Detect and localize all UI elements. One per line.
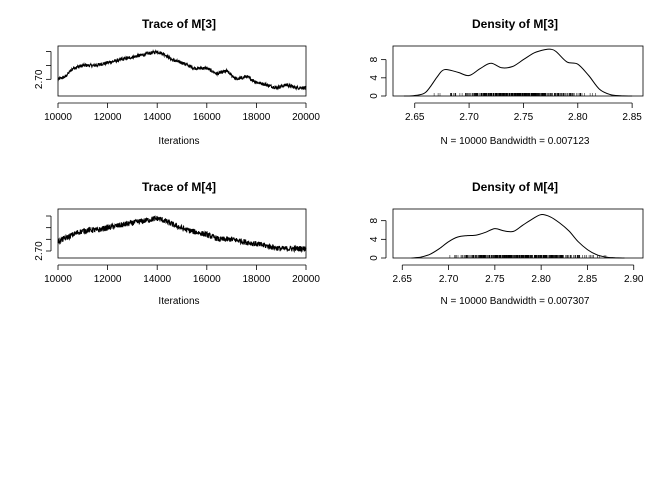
density-m3-subtitle: N = 10000 Bandwidth = 0.007123 xyxy=(440,136,589,147)
trace-m4-panel: Trace of M[4] Iterations 10000 12000 14000… xyxy=(34,180,320,307)
trace-m3-x-tick-label: 18000 xyxy=(242,112,270,123)
density-m4-y-tick-label: 8 xyxy=(369,217,380,223)
density-m3-y-tick-label: 8 xyxy=(369,56,380,62)
density-m3-plot-frame xyxy=(392,45,644,97)
trace-m4-x-tick-label: 12000 xyxy=(94,274,122,285)
trace-m4-x-tick-label: 10000 xyxy=(44,274,72,285)
density-m3-density-curve xyxy=(403,48,633,97)
density-m3-rug xyxy=(433,93,596,96)
trace-m4-x-tick-label: 18000 xyxy=(242,274,270,285)
trace-m3-plot-frame xyxy=(57,45,307,97)
trace-m3-panel: Trace of M[3] Iterations 10000 12000 14000… xyxy=(34,17,320,147)
trace-m3-y-tick-label: 2.70 xyxy=(34,69,45,89)
density-m3-x-tick-label: 2.70 xyxy=(459,112,479,123)
trace-m4-trace-line xyxy=(57,215,307,254)
trace-m4-x-tick-label: 20000 xyxy=(292,274,320,285)
density-m4-density-curve xyxy=(411,214,625,259)
density-m3-x-tick-label: 2.80 xyxy=(568,112,588,123)
trace-m3-x-tick-label: 20000 xyxy=(292,112,320,123)
density-m3-y-tick-label: 0 xyxy=(369,93,380,99)
trace-m3-xlabel: Iterations xyxy=(158,136,199,147)
density-m4-plot-frame xyxy=(392,208,644,259)
density-m3-title: Density of M[3] xyxy=(472,17,558,31)
trace-m3-trace-line xyxy=(57,49,307,91)
density-m4-x-tick-label: 2.85 xyxy=(578,274,598,285)
trace-m4-x-tick-label: 16000 xyxy=(193,274,221,285)
density-m3-panel: Density of M[3] N = 10000 Bandwidth = 0.… xyxy=(369,17,644,147)
density-m4-y-tick-label: 4 xyxy=(369,236,380,242)
density-m4-title: Density of M[4] xyxy=(472,180,558,194)
density-m4-rug xyxy=(449,255,607,258)
density-m4-y-tick-label: 0 xyxy=(369,255,380,261)
trace-m4-plot-frame xyxy=(57,208,307,259)
density-m4-x-tick-label: 2.65 xyxy=(393,274,413,285)
trace-m4-xlabel: Iterations xyxy=(158,296,199,307)
trace-m3-x-tick-label: 14000 xyxy=(143,112,171,123)
density-m3-y-tick-label: 4 xyxy=(369,75,380,81)
trace-m3-x-tick-label: 10000 xyxy=(44,112,72,123)
trace-m4-y-tick-label: 2.70 xyxy=(34,241,45,261)
density-m4-x-tick-label: 2.90 xyxy=(624,274,644,285)
trace-m3-x-tick-label: 12000 xyxy=(94,112,122,123)
density-m3-x-tick-label: 2.85 xyxy=(622,112,642,123)
density-m4-x-tick-label: 2.80 xyxy=(531,274,551,285)
trace-m3-title: Trace of M[3] xyxy=(142,17,216,31)
trace-m4-x-tick-label: 14000 xyxy=(143,274,171,285)
density-m4-x-tick-label: 2.75 xyxy=(485,274,505,285)
trace-m4-title: Trace of M[4] xyxy=(142,180,216,194)
density-m4-subtitle: N = 10000 Bandwidth = 0.007307 xyxy=(440,296,589,307)
density-m3-x-tick-label: 2.65 xyxy=(405,112,425,123)
density-m3-x-tick-label: 2.75 xyxy=(514,112,534,123)
trace-m3-x-tick-label: 16000 xyxy=(193,112,221,123)
density-m4-panel: Density of M[4] N = 10000 Bandwidth = 0.… xyxy=(369,180,644,307)
density-m4-x-tick-label: 2.70 xyxy=(439,274,459,285)
